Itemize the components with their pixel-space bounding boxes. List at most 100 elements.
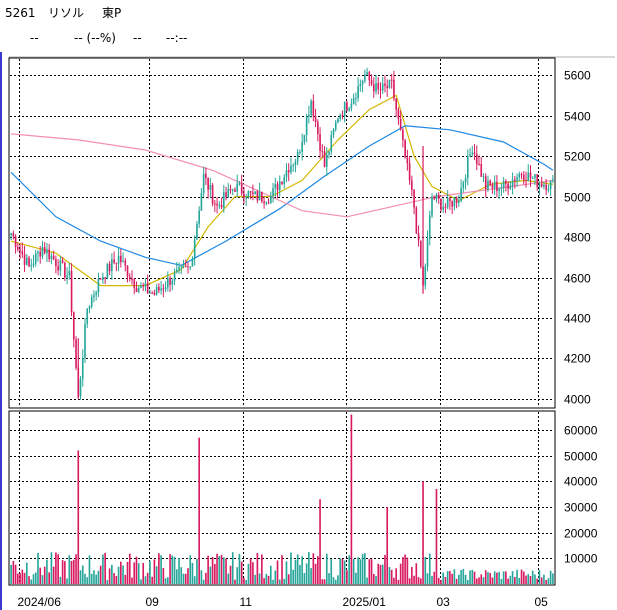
candle-body	[153, 292, 156, 295]
candle-body	[209, 185, 212, 190]
candle-body	[390, 79, 393, 81]
volume-bar	[30, 579, 33, 584]
candle-body	[269, 196, 272, 204]
volume-bar	[162, 568, 165, 584]
volume-bar	[12, 561, 15, 584]
candle-body	[202, 173, 205, 194]
candle-body	[126, 265, 129, 277]
volume-bar	[482, 577, 485, 584]
candle-body	[48, 249, 50, 260]
candle-body	[187, 266, 189, 268]
candle-body	[310, 100, 312, 115]
candle-body	[303, 134, 306, 142]
volume-bar	[339, 558, 342, 584]
volume-bar	[489, 573, 492, 584]
volume-bar	[303, 573, 306, 584]
volume-bar	[514, 577, 516, 584]
volume-bar	[399, 563, 402, 584]
candle-body	[547, 189, 550, 191]
candle-body	[487, 180, 489, 190]
volume-bar	[285, 561, 288, 584]
candle-body	[393, 79, 395, 99]
volume-bar	[19, 573, 21, 584]
change-value: -- (--%)	[74, 31, 116, 45]
volume-bar	[475, 578, 478, 584]
volume-bar	[149, 560, 151, 584]
volume-bar	[406, 557, 409, 584]
volume-bar	[453, 569, 456, 584]
volume-bar	[422, 481, 424, 584]
volume-bar	[222, 557, 225, 584]
candle-body	[543, 184, 545, 187]
candle-body	[220, 205, 223, 208]
candle-body	[245, 197, 248, 199]
candle-body	[413, 189, 415, 208]
candle-body	[256, 191, 259, 201]
volume-bar	[196, 558, 198, 584]
candle-body	[473, 152, 476, 155]
candle-body	[458, 200, 460, 203]
candle-body	[158, 286, 160, 291]
volume-bar	[88, 555, 91, 584]
volume-bar	[274, 570, 277, 584]
candle-body	[529, 172, 532, 178]
volume-bar	[308, 552, 310, 584]
candle-body	[294, 161, 297, 165]
candle-body	[243, 193, 245, 199]
candle-body	[426, 238, 429, 267]
candle-body	[193, 239, 196, 259]
candle-body	[408, 163, 411, 181]
volume-bar	[180, 567, 183, 584]
volume-bar	[359, 559, 362, 584]
candle-body	[355, 98, 357, 100]
volume-bar	[267, 575, 270, 584]
volume-bar	[128, 553, 131, 584]
candle-body	[341, 114, 344, 117]
date-tick-label: 11	[240, 595, 253, 609]
volume-bar	[469, 570, 471, 584]
volume-bar	[364, 553, 366, 584]
candle-body	[299, 151, 301, 153]
candle-body	[167, 278, 169, 288]
volume-bar	[211, 556, 214, 584]
volume-bar	[337, 575, 339, 584]
volume-bar	[442, 572, 445, 584]
volume-bar	[334, 579, 337, 584]
candle-body	[511, 179, 514, 186]
volume-bar	[505, 571, 507, 584]
volume-bar	[93, 570, 95, 584]
candle-body	[21, 251, 24, 255]
candle-body	[301, 141, 303, 152]
candle-body	[128, 276, 131, 279]
candle-body	[34, 253, 37, 264]
volume-bar	[167, 577, 169, 584]
volume-bar	[189, 555, 192, 584]
candle-body	[343, 102, 346, 117]
chart-frame	[8, 56, 615, 586]
volume-bar	[433, 571, 436, 584]
volume-bar	[460, 570, 462, 584]
volume-value: --	[133, 31, 142, 45]
volume-bar	[424, 556, 427, 584]
volume-bars	[10, 414, 554, 584]
candle-body	[146, 283, 149, 294]
volume-bar	[113, 573, 115, 584]
volume-bar	[529, 576, 532, 584]
volume-bar	[50, 552, 53, 584]
candle-body	[444, 206, 447, 208]
candle-body	[88, 306, 91, 309]
volume-bar	[229, 565, 232, 584]
volume-pane	[8, 410, 556, 586]
price-tick-label: 4400	[564, 312, 591, 326]
volume-bar	[81, 565, 84, 584]
volume-bar	[294, 559, 297, 584]
candle-body	[469, 154, 471, 157]
volume-bar	[404, 554, 406, 584]
volume-bar	[115, 575, 118, 584]
candle-body	[516, 177, 518, 182]
candle-body	[135, 287, 138, 293]
market-label: 東P	[102, 6, 122, 20]
volume-bar	[218, 556, 221, 584]
candle-body	[361, 80, 364, 85]
quote-header: 5261 リソル 東P -- -- (--%) -- --:--	[0, 0, 617, 52]
